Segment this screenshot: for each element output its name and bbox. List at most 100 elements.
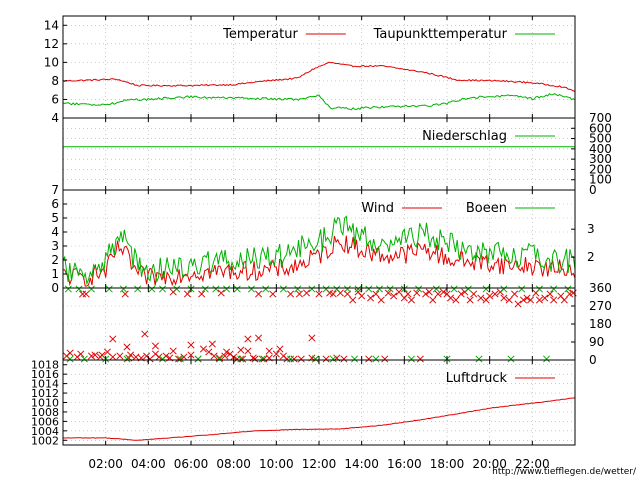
- wind-direction-marker: [477, 294, 485, 302]
- y-tick-label: 12: [44, 37, 59, 51]
- y-tick-label: 400: [589, 142, 612, 156]
- wind-direction-marker: [109, 335, 117, 343]
- wind-direction-marker: [80, 355, 88, 363]
- wind-direction-marker: [141, 330, 149, 338]
- series-line-wind: [63, 235, 576, 287]
- wind-direction-marker: [390, 292, 398, 300]
- text-layer: 02:00 04:00 06:00 08:00 10:00 12:00 14:00 16:00…: [31, 18, 612, 471]
- wind-direction-marker: [425, 288, 433, 296]
- wind-direction-marker: [413, 289, 421, 297]
- x-tick-label: 06:00: [174, 457, 209, 471]
- x-tick-label: 12:00: [302, 457, 337, 471]
- wind-direction-marker: [233, 355, 241, 363]
- wind-direction-marker: [358, 292, 366, 300]
- wind-direction-marker: [546, 290, 554, 298]
- wind-direction-marker: [215, 355, 223, 363]
- wind-direction-marker: [519, 296, 527, 304]
- wind-direction-marker: [262, 285, 270, 293]
- y-tick-label: 8: [51, 74, 59, 88]
- wind-direction-marker: [308, 334, 316, 342]
- y-tick-label: 300: [589, 152, 612, 166]
- wind-direction-marker: [212, 285, 220, 293]
- wind-direction-marker: [223, 348, 231, 356]
- wind-direction-marker: [464, 285, 472, 293]
- wind-direction-marker: [217, 289, 225, 297]
- y-tick-label: 4: [51, 111, 59, 125]
- wind-direction-marker: [429, 296, 437, 304]
- wind-direction-marker: [541, 294, 549, 302]
- wind-direction-marker: [123, 343, 131, 351]
- wind-direction-marker: [365, 285, 373, 293]
- right-axis-label: 3: [587, 222, 595, 236]
- y-tick-label: 180: [589, 317, 612, 331]
- wind-direction-marker: [244, 347, 252, 355]
- wind-direction-marker: [287, 355, 295, 363]
- frame-layer: [62, 15, 576, 446]
- wind-direction-marker: [105, 285, 113, 293]
- y-tick-label: 6: [51, 197, 59, 211]
- y-tick-label: 0: [589, 353, 597, 367]
- y-tick-label: 7: [51, 183, 59, 197]
- y-tick-label: 5: [51, 211, 59, 225]
- series-line-temperatur: [62, 61, 576, 92]
- wind-direction-marker: [372, 355, 380, 363]
- wind-direction-marker: [176, 355, 184, 363]
- wind-direction-marker: [210, 352, 218, 360]
- wind-direction-marker: [251, 355, 259, 363]
- series-layer: [62, 61, 577, 441]
- wind-direction-marker: [79, 290, 87, 298]
- wind-direction-marker: [66, 355, 74, 363]
- wind-direction-marker: [64, 285, 72, 293]
- y-tick-label: 1006: [31, 415, 59, 428]
- wind-direction-marker: [404, 290, 412, 298]
- wind-direction-marker: [482, 285, 490, 293]
- wind-direction-marker: [422, 290, 430, 298]
- y-tick-label: 1014: [31, 378, 59, 391]
- wind-direction-marker: [208, 340, 216, 348]
- y-tick-label: 1018: [31, 359, 59, 372]
- wind-direction-marker: [159, 355, 167, 363]
- wind-direction-marker: [550, 285, 558, 293]
- y-tick-label: 200: [589, 162, 612, 176]
- wind-direction-marker: [303, 289, 311, 297]
- wind-direction-marker: [265, 347, 273, 355]
- y-tick-label: 1002: [31, 434, 59, 447]
- y-tick-label: 4: [51, 225, 59, 239]
- series-line-boeen: [62, 215, 576, 286]
- y-tick-label: 1012: [31, 387, 59, 400]
- wind-direction-marker: [66, 349, 74, 357]
- wind-direction-marker: [407, 296, 415, 304]
- wind-direction-marker: [550, 296, 558, 304]
- wind-direction-marker: [527, 296, 535, 304]
- right-axis-label: 2: [587, 250, 595, 264]
- wind-direction-marker: [77, 350, 85, 358]
- wind-direction-marker: [255, 290, 263, 298]
- wind-direction-marker: [560, 296, 568, 304]
- x-tick-label: 22:00: [515, 457, 550, 471]
- wind-direction-marker: [258, 355, 266, 363]
- wind-direction-marker: [173, 285, 181, 293]
- y-tick-label: 2: [51, 253, 59, 267]
- y-tick-label: 0: [589, 183, 597, 197]
- wind-direction-marker: [297, 355, 305, 363]
- wind-direction-marker: [322, 285, 330, 293]
- wind-direction-marker: [340, 355, 348, 363]
- wind-direction-marker: [290, 355, 298, 363]
- wind-direction-marker: [199, 345, 207, 353]
- wind-direction-marker: [543, 355, 551, 363]
- wind-direction-marker: [180, 353, 188, 361]
- wind-direction-marker: [377, 296, 385, 304]
- wind-direction-marker: [75, 285, 83, 293]
- wind-direction-marker: [169, 347, 177, 355]
- series-line-taupunkttemperatur: [62, 93, 576, 111]
- x-tick-label: 20:00: [472, 457, 507, 471]
- wind-direction-marker: [279, 285, 287, 293]
- wind-direction-marker: [119, 285, 127, 293]
- wind-direction-marker: [308, 285, 316, 293]
- y-tick-label: 1016: [31, 368, 59, 381]
- wind-direction-marker: [239, 355, 247, 363]
- wind-direction-marker: [466, 296, 474, 304]
- wind-direction-marker: [116, 352, 124, 360]
- wind-direction-marker: [87, 285, 95, 293]
- x-tick-label: 02:00: [88, 457, 123, 471]
